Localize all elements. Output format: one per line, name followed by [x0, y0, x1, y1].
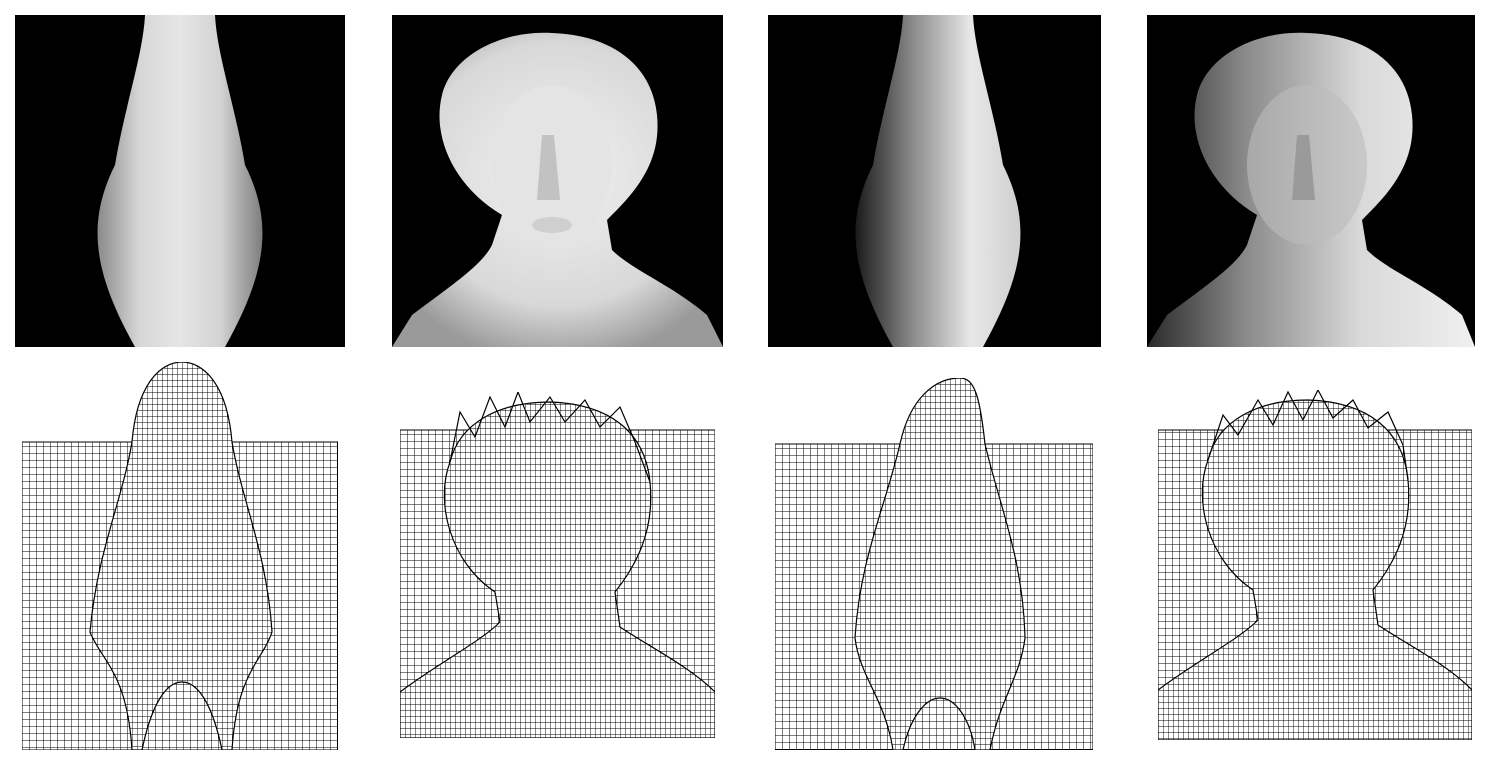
vase-shape: [855, 15, 1021, 347]
wireframe-mesh: [1158, 390, 1472, 740]
wireframe-mesh: [400, 392, 715, 738]
vase-shape: [97, 15, 263, 347]
vase-mesh-oblique: [775, 378, 1093, 750]
bust-render-frontal: [392, 15, 723, 347]
wireframe-mesh: [775, 378, 1093, 750]
bust-shape: [1147, 32, 1475, 347]
bust-mesh-frontal: [400, 392, 715, 738]
bust-mesh-oblique: [1158, 390, 1472, 740]
vase-render-frontal: [15, 15, 345, 347]
bust-render-oblique: [1147, 15, 1475, 347]
wireframe-mesh: [22, 362, 338, 750]
vase-mesh-frontal: [22, 362, 338, 750]
bust-shape: [392, 32, 723, 347]
vase-render-oblique: [768, 15, 1101, 347]
